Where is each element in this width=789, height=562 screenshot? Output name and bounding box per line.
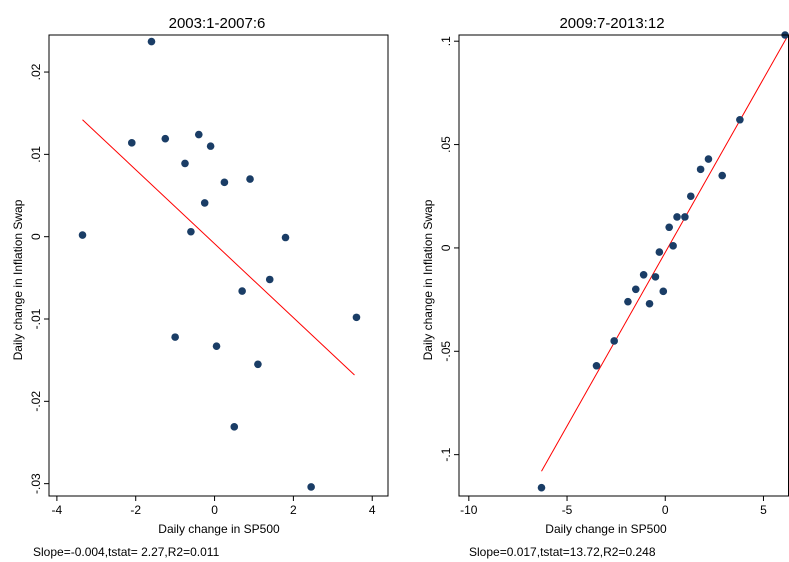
- x-tick-labels: -4 -2 0 2 4: [52, 496, 376, 517]
- panel-2003-2007: 2003:1-2007:6 Daily change in SP500 Dail…: [11, 15, 389, 559]
- data-point: [281, 233, 290, 242]
- y-tick-label: -.01: [29, 308, 43, 329]
- x-tick-label: 5: [760, 503, 767, 517]
- data-point: [254, 360, 262, 369]
- x-tick-label: -4: [52, 503, 63, 517]
- data-point: [78, 231, 87, 239]
- data-point: [265, 275, 274, 284]
- x-tick-labels: -10 -5 0 5: [460, 496, 767, 517]
- data-marks: [537, 31, 789, 492]
- regression-note: Slope=0.017,tstat=13.72,R2=0.248: [469, 545, 656, 559]
- x-axis-label: Daily change in SP500: [158, 522, 280, 536]
- y-tick-label: -.03: [29, 473, 43, 494]
- data-point: [696, 165, 705, 174]
- data-point: [669, 242, 677, 250]
- data-point: [212, 342, 221, 350]
- chart-title: 2009:7-2013:12: [559, 15, 664, 32]
- data-point: [718, 171, 727, 180]
- data-point: [230, 423, 239, 431]
- y-axis-label: Daily change in Inflation Swap: [421, 199, 435, 360]
- data-point: [127, 139, 136, 147]
- x-tick-label: 4: [369, 503, 376, 517]
- data-point: [246, 175, 254, 183]
- y-tick-label: .02: [29, 63, 43, 80]
- data-point: [352, 313, 361, 322]
- data-point: [200, 199, 209, 207]
- y-tick-label: .05: [439, 136, 453, 153]
- y-tick-label: -.05: [439, 341, 453, 362]
- y-tick-label: 0: [439, 244, 453, 251]
- data-point: [238, 287, 246, 295]
- data-point: [639, 271, 648, 279]
- data-point: [592, 361, 601, 370]
- data-marks: [78, 37, 361, 491]
- y-tick-label: .01: [29, 146, 43, 163]
- data-point: [220, 178, 229, 187]
- chart-title: 2003:1-2007:6: [169, 15, 266, 32]
- data-point: [686, 192, 695, 201]
- plot-frame: [458, 34, 789, 497]
- data-point: [704, 155, 713, 163]
- fit-line: [82, 119, 355, 376]
- data-point: [624, 297, 632, 306]
- data-point: [206, 142, 215, 150]
- x-tick-label: -2: [130, 503, 141, 517]
- panel-2009-2013: 2009:7-2013:12 Daily change in SP500 Dai…: [421, 15, 789, 559]
- y-tick-label: .1: [439, 36, 453, 46]
- data-point: [181, 159, 189, 168]
- data-point: [659, 287, 668, 296]
- data-point: [147, 37, 156, 46]
- data-point: [610, 337, 618, 345]
- x-tick-label: -10: [460, 503, 478, 517]
- y-tick-label: 0: [29, 233, 43, 240]
- data-point: [655, 248, 664, 256]
- data-point: [651, 273, 660, 281]
- data-point: [161, 134, 170, 143]
- data-point: [537, 483, 546, 492]
- x-tick-label: 0: [662, 503, 669, 517]
- x-axis-label: Daily change in SP500: [545, 522, 667, 536]
- regression-note: Slope=-0.004,tstat= 2.27,R2=0.011: [33, 545, 220, 559]
- y-tick-labels: .02 .01 0 -.01 -.02 -.03: [29, 63, 49, 494]
- y-tick-label: -.02: [29, 391, 43, 412]
- fit-line: [541, 36, 788, 472]
- data-point: [171, 333, 179, 341]
- data-point: [645, 299, 654, 308]
- plot-frame: [48, 34, 389, 497]
- x-tick-label: -5: [562, 503, 573, 517]
- x-tick-label: 2: [290, 503, 297, 517]
- y-tick-label: -.1: [439, 447, 453, 461]
- data-point: [307, 483, 315, 491]
- data-point: [665, 223, 673, 232]
- data-point: [736, 115, 744, 124]
- data-point: [681, 213, 689, 221]
- data-point: [194, 130, 203, 139]
- y-tick-labels: .1 .05 0 -.05 -.1: [439, 36, 459, 462]
- data-point: [187, 227, 195, 236]
- data-point: [631, 285, 640, 294]
- y-axis-label: Daily change in Inflation Swap: [11, 199, 25, 360]
- x-tick-label: 0: [211, 503, 218, 517]
- data-point: [673, 213, 681, 221]
